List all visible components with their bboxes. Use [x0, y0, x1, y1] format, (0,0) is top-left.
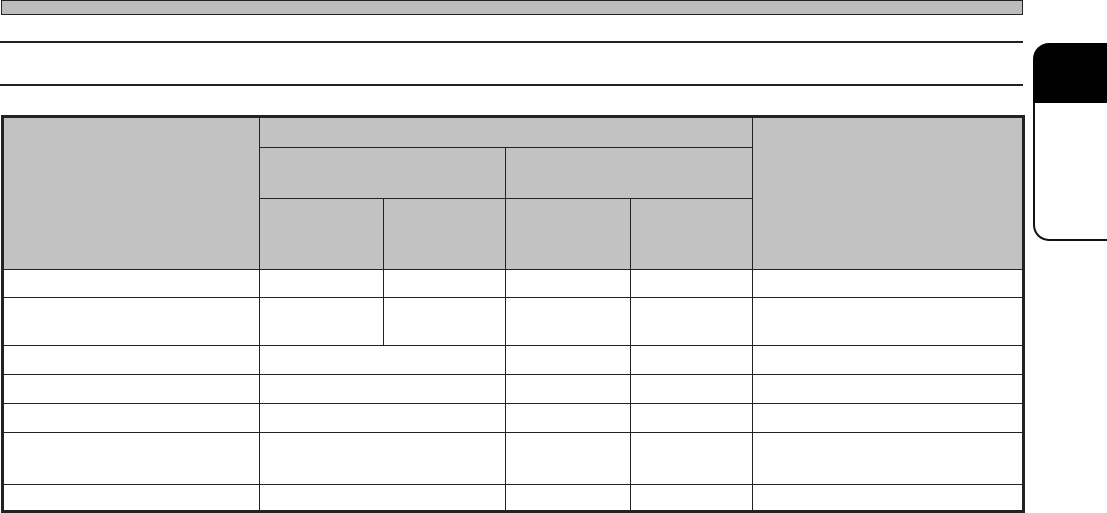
header-cell [505, 147, 753, 199]
table-cell [2, 432, 260, 485]
table-cell [752, 432, 1024, 485]
table-row [2, 403, 1024, 433]
header-cell [383, 198, 506, 270]
table-cell [630, 403, 753, 433]
table-cell [259, 374, 506, 404]
table-cell [505, 345, 631, 375]
header-cell [259, 147, 506, 199]
table-cell [630, 269, 753, 298]
table-cell [630, 484, 753, 512]
table-cell [2, 484, 260, 512]
table-cell [383, 269, 506, 298]
header-cell [2, 116, 260, 270]
table-cell [259, 484, 506, 512]
section-header-bar [1, 0, 1023, 15]
table-row [2, 297, 1024, 346]
table-cell [752, 374, 1024, 404]
table-cell [2, 297, 260, 346]
table-cell [2, 374, 260, 404]
table-cell [2, 403, 260, 433]
table-cell [505, 374, 631, 404]
table-cell [505, 403, 631, 433]
table-row [2, 484, 1024, 512]
header-cell [259, 198, 384, 270]
table-cell [259, 269, 384, 298]
header-cell [259, 116, 753, 148]
table-header-row [2, 116, 1024, 270]
table-cell [752, 297, 1024, 346]
table-cell [630, 374, 753, 404]
table-cell [259, 432, 506, 485]
table-header-row [3, 198, 1024, 270]
table-cell [630, 297, 753, 346]
table-cell [2, 345, 260, 375]
table-cell [505, 269, 631, 298]
table-cell [752, 345, 1024, 375]
table-row [2, 432, 1024, 485]
chapter-tab-outline [1033, 103, 1107, 241]
table-cell [505, 484, 631, 512]
header-cell [752, 116, 1024, 270]
table-row [2, 345, 1024, 375]
table-cell [505, 297, 631, 346]
table-cell [259, 403, 506, 433]
table-cell [259, 345, 506, 375]
table-cell [505, 432, 631, 485]
table-row [2, 269, 1024, 298]
table-cell [259, 297, 384, 346]
table-cell [383, 297, 506, 346]
spec-table [1, 115, 1025, 513]
chapter-tab [1033, 43, 1107, 103]
table-cell [630, 345, 753, 375]
title-rule-bottom [0, 84, 1023, 86]
header-cell [630, 198, 753, 270]
table-cell [2, 269, 260, 298]
title-rule-top [0, 41, 1023, 43]
table-cell [752, 484, 1024, 512]
table-row [2, 374, 1024, 404]
table-cell [630, 432, 753, 485]
table-cell [752, 403, 1024, 433]
table-cell [752, 269, 1024, 298]
header-cell [505, 198, 631, 270]
